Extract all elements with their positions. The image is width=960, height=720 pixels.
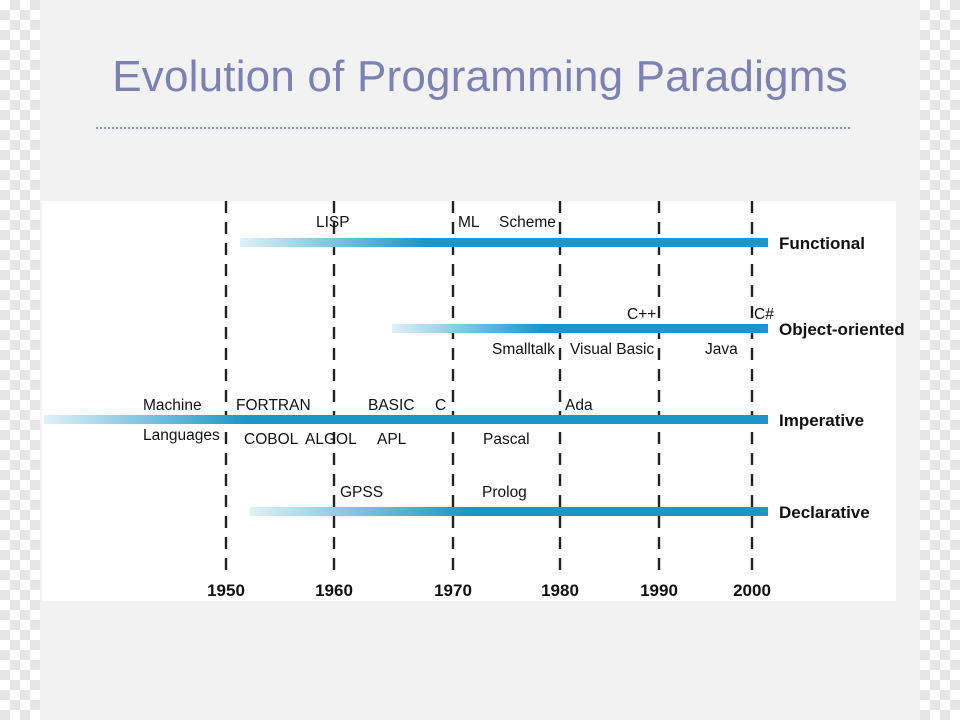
- paradigm-label-object-oriented: Object-oriented: [779, 320, 905, 339]
- language-label-visual-basic: Visual Basic: [570, 341, 654, 358]
- year-label-1980: 1980: [541, 581, 579, 600]
- language-label-cpp: C++: [627, 306, 656, 323]
- paradigm-label-imperative: Imperative: [779, 411, 864, 430]
- functional-bar: [240, 238, 768, 247]
- declarative-bar: [250, 507, 768, 516]
- language-label-fortran: FORTRAN: [236, 397, 311, 414]
- language-label-csharp: C#: [754, 306, 774, 323]
- language-label-ada: Ada: [565, 397, 593, 414]
- language-label-pascal: Pascal: [483, 431, 530, 448]
- language-label-c: C: [435, 397, 446, 414]
- object-oriented-bar: [392, 324, 768, 333]
- language-label-java: Java: [705, 341, 738, 358]
- language-label-gpss: GPSS: [340, 484, 383, 501]
- language-label-machine: Machine: [143, 397, 202, 414]
- language-label-prolog: Prolog: [482, 484, 527, 501]
- year-label-1950: 1950: [207, 581, 245, 600]
- language-label-languages: Languages: [143, 427, 220, 444]
- year-label-2000: 2000: [733, 581, 771, 600]
- language-label-cobol: COBOL: [244, 431, 299, 448]
- figure-panel: [42, 201, 896, 601]
- paradigm-label-functional: Functional: [779, 234, 865, 253]
- language-label-lisp: LISP: [316, 214, 350, 231]
- language-label-ml: ML: [458, 214, 480, 231]
- language-label-apl: APL: [377, 431, 407, 448]
- year-label-1970: 1970: [434, 581, 472, 600]
- language-label-basic: BASIC: [368, 397, 415, 414]
- year-label-1990: 1990: [640, 581, 678, 600]
- year-label-1960: 1960: [315, 581, 353, 600]
- language-label-scheme: Scheme: [499, 214, 556, 231]
- paradigm-label-declarative: Declarative: [779, 503, 870, 522]
- slide-title: Evolution of Programming Paradigms: [112, 52, 848, 101]
- language-label-algol: ALGOL: [305, 431, 357, 448]
- imperative-bar: [44, 415, 768, 424]
- title-divider: [96, 127, 850, 129]
- language-label-smalltalk: Smalltalk: [492, 341, 555, 358]
